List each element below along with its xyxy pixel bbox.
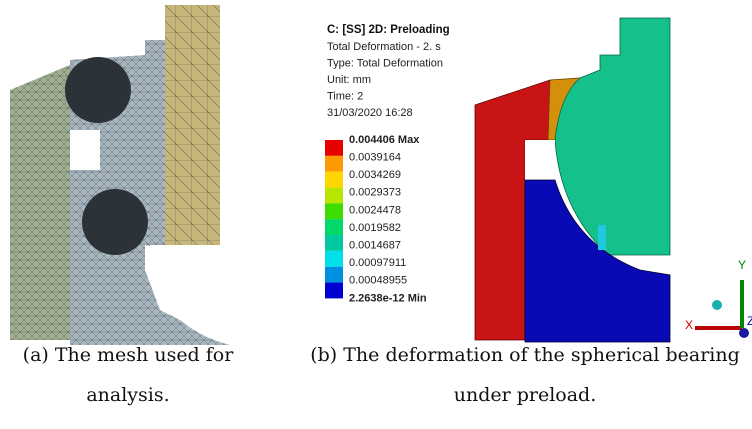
legend-label: 0.0034269 [349, 169, 401, 181]
axis-label: Y [738, 258, 746, 272]
legend-title: C: [SS] 2D: Preloading [327, 24, 450, 36]
legend-label: 0.0019582 [349, 222, 401, 234]
legend-label: 2.2638e-12 Min [349, 292, 427, 304]
color-swatch [325, 235, 343, 251]
color-swatch [325, 219, 343, 235]
caption: (b) The deformation of the spherical bea… [310, 344, 740, 366]
legend-label: 0.004406 Max [349, 134, 420, 146]
color-swatch [325, 267, 343, 283]
color-swatch [325, 140, 343, 156]
figure: (a) The mesh used for analysis. X Y Z C:… [0, 0, 752, 429]
color-swatch [325, 188, 343, 204]
legend-info: 31/03/2020 16:28 [327, 107, 413, 119]
legend-info: Type: Total Deformation [327, 57, 443, 69]
legend-label: 0.0014687 [349, 240, 401, 252]
deformation-image [475, 18, 749, 342]
legend-label: 0.0024478 [349, 204, 401, 216]
legend-label: 0.0029373 [349, 187, 401, 199]
legend-info: Total Deformation - 2. s [327, 41, 441, 53]
legend-label: 0.00097911 [349, 257, 406, 269]
axis-label: Z [747, 314, 752, 328]
axis-label: X [685, 318, 693, 332]
color-swatch [325, 203, 343, 219]
caption: analysis. [86, 384, 169, 406]
legend-label: 0.0039164 [349, 152, 401, 164]
color-swatch [325, 283, 343, 299]
page: (a) The mesh used for analysis. X Y Z C:… [0, 0, 752, 429]
legend-label: 0.00048955 [349, 275, 407, 287]
color-swatch [325, 156, 343, 172]
color-swatch [325, 251, 343, 267]
legend-info: Unit: mm [327, 74, 371, 86]
color-swatch [325, 172, 343, 188]
legend-info: Time: 2 [327, 90, 363, 102]
caption: (a) The mesh used for [23, 344, 235, 366]
mesh-image [10, 5, 230, 345]
caption: under preload. [454, 384, 597, 406]
